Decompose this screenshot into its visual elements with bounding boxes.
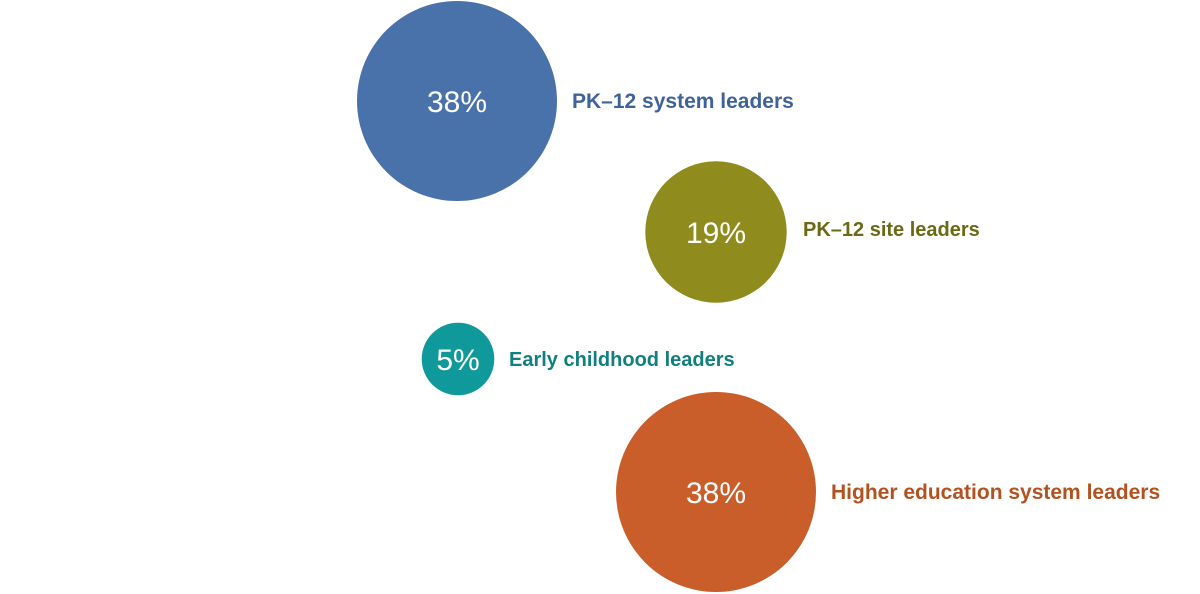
bubble-3 <box>616 392 816 592</box>
bubble-value-1: 19% <box>686 217 746 250</box>
bubble-label-1: PK–12 site leaders <box>803 219 980 241</box>
bubble-group-2: 5% Early childhood leaders <box>421 322 735 396</box>
bubble-value-3: 38% <box>686 477 746 510</box>
bubble-group-0: 38% PK–12 system leaders <box>357 1 794 201</box>
bubble-group-1: 19% PK–12 site leaders <box>645 161 980 303</box>
bubble-label-3: Higher education system leaders <box>831 481 1160 504</box>
bubble-group-3: 38% Higher education system leaders <box>616 392 1160 592</box>
bubble-value-0: 38% <box>427 86 487 119</box>
bubble-label-2: Early childhood leaders <box>509 349 735 371</box>
bubble-value-2: 5% <box>436 344 479 377</box>
bubble-2 <box>421 322 495 396</box>
bubble-label-0: PK–12 system leaders <box>572 90 794 113</box>
bubble-0 <box>357 1 557 201</box>
bubble-1 <box>645 161 787 303</box>
